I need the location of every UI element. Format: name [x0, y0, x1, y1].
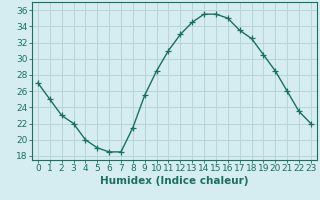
X-axis label: Humidex (Indice chaleur): Humidex (Indice chaleur) [100, 176, 249, 186]
